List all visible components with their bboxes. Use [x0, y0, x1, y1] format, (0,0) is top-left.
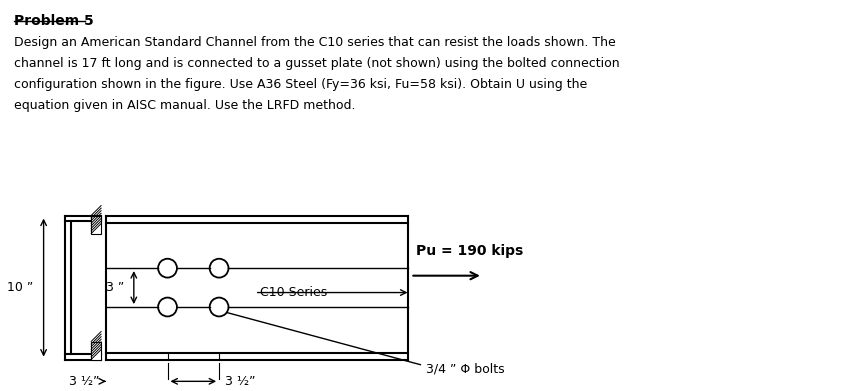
Text: Design an American Standard Channel from the C10 series that can resist the load: Design an American Standard Channel from…	[14, 36, 615, 49]
Text: equation given in AISC manual. Use the LRFD method.: equation given in AISC manual. Use the L…	[14, 99, 355, 111]
Text: Pu = 190 kips: Pu = 190 kips	[416, 244, 523, 258]
Text: C10 Series: C10 Series	[259, 286, 327, 299]
Bar	[91, 342, 101, 359]
Text: 3/4 ” Φ bolts: 3/4 ” Φ bolts	[425, 363, 504, 376]
Text: Problem 5: Problem 5	[14, 14, 94, 28]
Bar	[91, 216, 101, 233]
Text: 3 ½”: 3 ½”	[225, 375, 255, 388]
Text: channel is 17 ft long and is connected to a gusset plate (not shown) using the b: channel is 17 ft long and is connected t…	[14, 57, 619, 70]
Text: 3 ”: 3 ”	[106, 281, 124, 294]
Text: configuration shown in the figure. Use A36 Steel (Fy=36 ksi, Fu=58 ksi). Obtain : configuration shown in the figure. Use A…	[14, 78, 587, 91]
Text: 10 ”: 10 ”	[8, 281, 34, 294]
Text: 3 ½”: 3 ½”	[68, 375, 99, 388]
